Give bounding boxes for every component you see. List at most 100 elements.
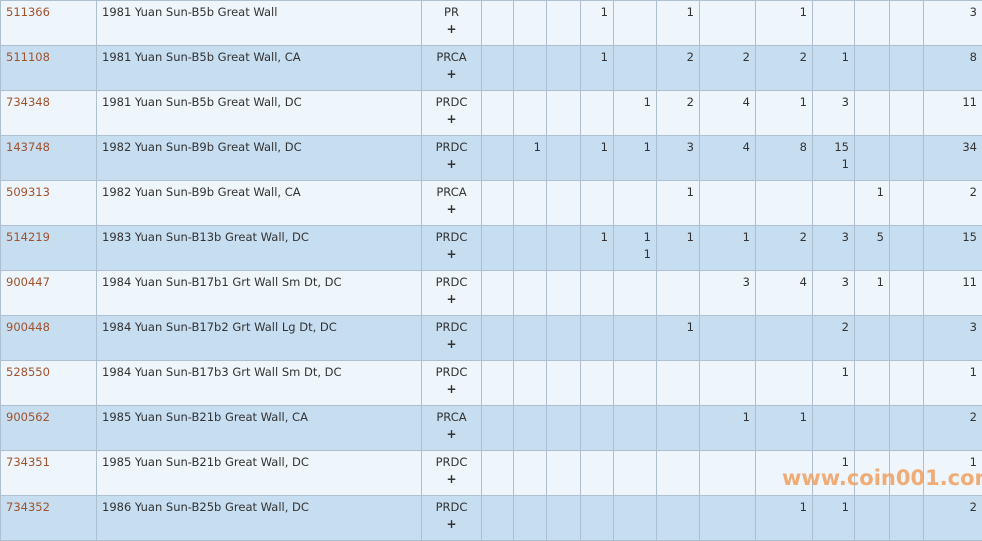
expand-plus-icon[interactable]: + — [427, 336, 476, 353]
expand-plus-icon[interactable]: + — [427, 111, 476, 128]
grade-count-cell: 8 — [756, 136, 813, 181]
total-cell: 3 — [924, 1, 982, 46]
designation: PRDC — [436, 230, 468, 244]
coin-name: 1981 Yuan Sun-B5b Great Wall — [97, 1, 422, 46]
grade-count-cell — [482, 271, 514, 316]
grade-count-cell — [547, 1, 581, 46]
grade-count-cell — [482, 406, 514, 451]
grade-count-cell: 1 — [614, 91, 657, 136]
cert-id-link[interactable]: 143748 — [6, 140, 50, 154]
grade-count-cell: 3 — [657, 136, 700, 181]
designation: PRDC — [436, 500, 468, 514]
grade-count-cell — [482, 46, 514, 91]
grade-count-cell — [855, 406, 890, 451]
cert-id-link[interactable]: 900447 — [6, 275, 50, 289]
grade-count-cell: 1 — [614, 136, 657, 181]
grade-count-cell — [614, 271, 657, 316]
cert-id-link[interactable]: 509313 — [6, 185, 50, 199]
grade-count-cell — [514, 361, 547, 406]
grade-count-cell — [657, 361, 700, 406]
grade-count-cell — [700, 496, 756, 541]
cert-id-link[interactable]: 511108 — [6, 50, 50, 64]
grade-count-cell — [482, 496, 514, 541]
grade-count-cell — [813, 1, 855, 46]
grade-count-cell: 2 — [756, 46, 813, 91]
cert-id-link[interactable]: 900562 — [6, 410, 50, 424]
grade-count-cell — [482, 361, 514, 406]
grade-count-cell — [890, 1, 924, 46]
grade-count-cell — [890, 91, 924, 136]
designation: PRCA — [436, 50, 466, 64]
grade-count-cell — [614, 361, 657, 406]
cert-id-link[interactable]: 514219 — [6, 230, 50, 244]
cert-id-link[interactable]: 734351 — [6, 455, 50, 469]
grade-count-cell — [482, 316, 514, 361]
grade-count-cell: 1 — [756, 1, 813, 46]
grade-count-cell: 1 — [855, 271, 890, 316]
grade-count-cell: 2 — [756, 226, 813, 271]
designation: PR — [444, 5, 459, 19]
expand-plus-icon[interactable]: + — [427, 156, 476, 173]
designation: PRCA — [436, 410, 466, 424]
total-cell: 2 — [924, 406, 982, 451]
expand-plus-icon[interactable]: + — [427, 516, 476, 533]
total-cell: 11 — [924, 91, 982, 136]
coin-name: 1984 Yuan Sun-B17b3 Grt Wall Sm Dt, DC — [97, 361, 422, 406]
grade-count-cell: 3 — [813, 271, 855, 316]
designation-cell: PRDC+ — [422, 361, 482, 406]
grade-count-cell — [614, 1, 657, 46]
expand-plus-icon[interactable]: + — [427, 471, 476, 488]
grade-count-cell — [890, 226, 924, 271]
expand-plus-icon[interactable]: + — [427, 381, 476, 398]
table-row: 528550 1984 Yuan Sun-B17b3 Grt Wall Sm Dt… — [1, 361, 982, 406]
grade-count-cell — [855, 46, 890, 91]
designation: PRDC — [436, 455, 468, 469]
grade-count-cell: 3 — [813, 91, 855, 136]
total-cell: 3 — [924, 316, 982, 361]
grade-count-cell: 2 — [657, 91, 700, 136]
grade-count-cell — [700, 451, 756, 496]
grade-count-cell — [581, 316, 614, 361]
expand-plus-icon[interactable]: + — [427, 201, 476, 218]
grade-count-cell — [547, 136, 581, 181]
total-cell: 2 — [924, 181, 982, 226]
grade-count-cell — [657, 271, 700, 316]
cert-id-link[interactable]: 511366 — [6, 5, 50, 19]
expand-plus-icon[interactable]: + — [427, 246, 476, 263]
grade-count-cell — [547, 451, 581, 496]
grade-count-cell — [700, 361, 756, 406]
grade-count-cell — [614, 46, 657, 91]
cert-id-cell: 528550 — [1, 361, 97, 406]
grade-count-cell — [657, 406, 700, 451]
designation-cell: PRDC + — [422, 226, 482, 271]
cert-id-link[interactable]: 900448 — [6, 320, 50, 334]
grade-count-cell — [482, 226, 514, 271]
grade-count-cell — [514, 46, 547, 91]
cert-id-link[interactable]: 734348 — [6, 95, 50, 109]
grade-count-cell — [547, 361, 581, 406]
grade-count-cell — [514, 271, 547, 316]
grade-count-cell — [855, 136, 890, 181]
grade-count-cell: 1 — [514, 136, 547, 181]
cert-id-link[interactable]: 734352 — [6, 500, 50, 514]
expand-plus-icon[interactable]: + — [427, 426, 476, 443]
grade-count-cell: 1 — [700, 226, 756, 271]
designation-cell: PRDC+ — [422, 91, 482, 136]
grade-count-cell — [547, 181, 581, 226]
grade-count-cell — [547, 496, 581, 541]
expand-plus-icon[interactable]: + — [427, 66, 476, 83]
expand-plus-icon[interactable]: + — [427, 21, 476, 38]
cert-id-cell: 900562 — [1, 406, 97, 451]
grade-count-cell — [855, 496, 890, 541]
coin-name: 1981 Yuan Sun-B5b Great Wall, DC — [97, 91, 422, 136]
designation: PRDC — [436, 320, 468, 334]
expand-plus-icon[interactable]: + — [427, 291, 476, 308]
cert-id-link[interactable]: 528550 — [6, 365, 50, 379]
grade-count-cell — [547, 46, 581, 91]
designation-cell: PRDC + — [422, 316, 482, 361]
